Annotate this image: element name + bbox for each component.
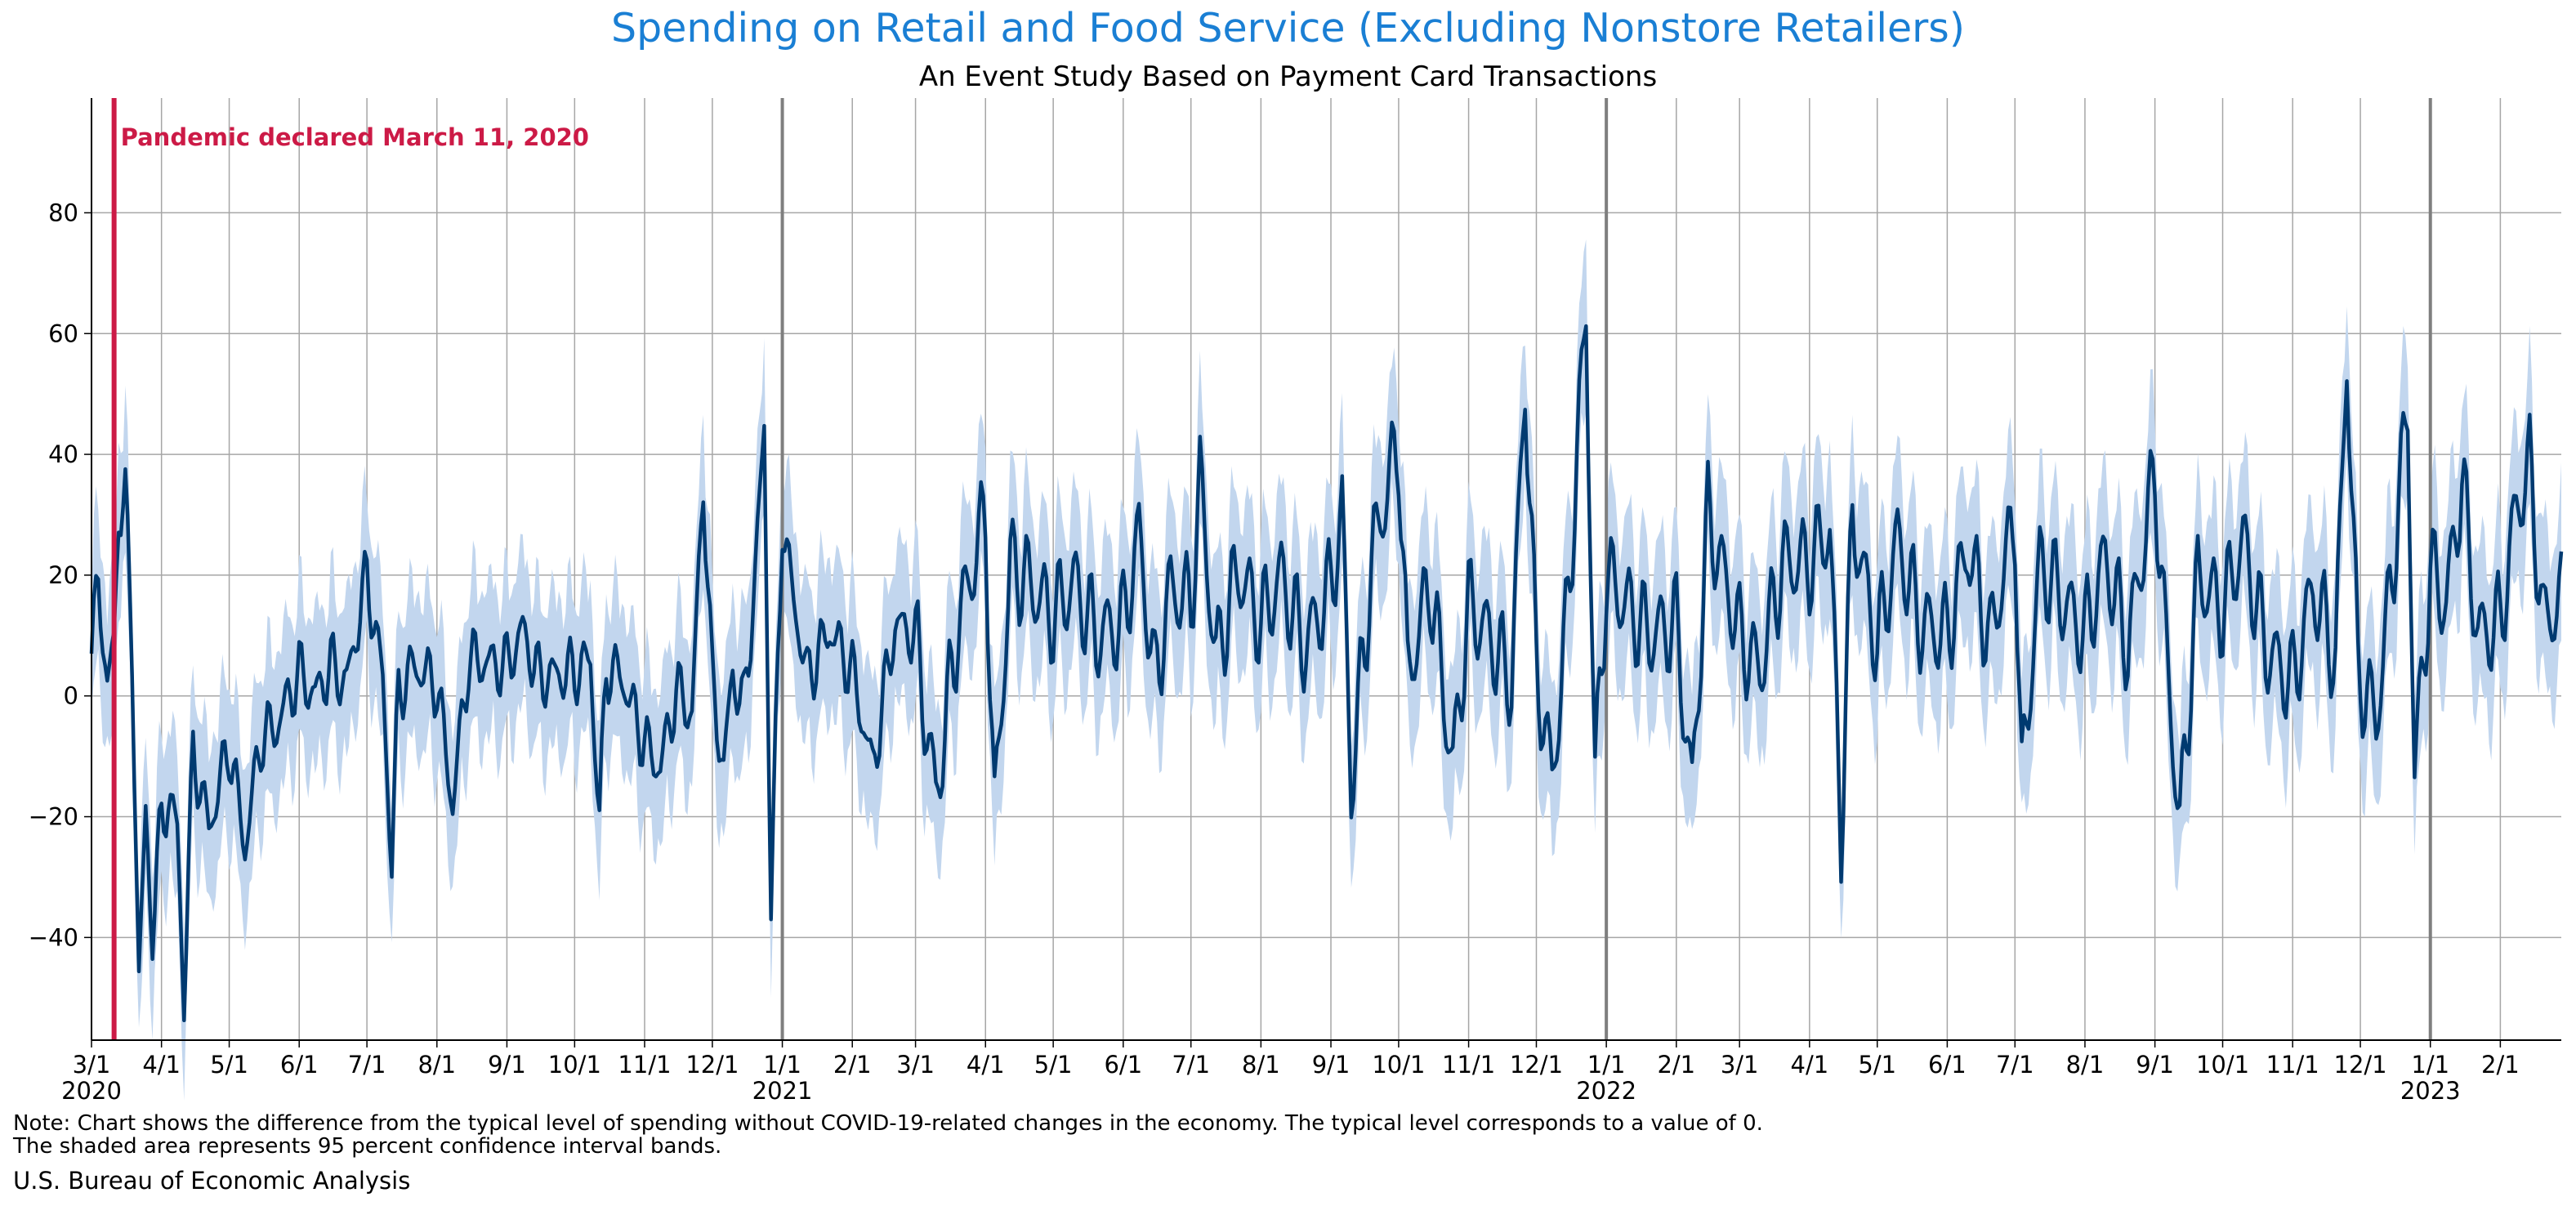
x-tick-label: 2/1 bbox=[1657, 1051, 1695, 1079]
x-tick-label: 10/1 bbox=[548, 1051, 601, 1079]
x-tick-label: 12/1 bbox=[1510, 1051, 1563, 1079]
x-tick-label: 6/1 bbox=[1104, 1051, 1142, 1079]
x-tick-label: 9/1 bbox=[488, 1051, 526, 1079]
chart-title: Spending on Retail and Food Service (Exc… bbox=[611, 5, 1965, 51]
x-tick-label: 11/1 bbox=[2266, 1051, 2319, 1079]
event-annotation-label: Pandemic declared March 11, 2020 bbox=[121, 123, 589, 151]
x-tick-label: 2/1 bbox=[2481, 1051, 2520, 1079]
x-tick-label: 9/1 bbox=[2136, 1051, 2174, 1079]
x-tick-label: 1/1 bbox=[1587, 1051, 1626, 1079]
note-line-2: The shaded area represents 95 percent co… bbox=[13, 1134, 722, 1159]
x-tick-label: 4/1 bbox=[1791, 1051, 1829, 1079]
x-tick-label: 1/1 bbox=[763, 1051, 801, 1079]
x-tick-label: 2/1 bbox=[833, 1051, 872, 1079]
x-tick-label: 11/1 bbox=[618, 1051, 671, 1079]
x-tick-label: 8/1 bbox=[417, 1051, 456, 1079]
chart-plot: Pandemic declared March 11, 2020 −40 −20 0… bbox=[29, 98, 2564, 1105]
x-tick-label: 8/1 bbox=[1242, 1051, 1280, 1079]
x-year-label: 2023 bbox=[2400, 1077, 2461, 1105]
x-tick-label: 7/1 bbox=[1996, 1051, 2034, 1079]
x-tick-label: 11/1 bbox=[1442, 1051, 1495, 1079]
y-tick-label: −20 bbox=[29, 803, 78, 831]
x-tick-label: 10/1 bbox=[1372, 1051, 1425, 1079]
spending-line bbox=[89, 324, 2564, 1023]
x-tick-label: 1/1 bbox=[2411, 1051, 2449, 1079]
x-tick-label: 3/1 bbox=[1721, 1051, 1759, 1079]
x-year-label: 2022 bbox=[1576, 1077, 1636, 1105]
axis-layer: −40 −20 0 20 40 60 80 3/1 4/1 5/1 6/1 7/1 8/1 9/1 10/1… bbox=[29, 98, 2561, 1105]
x-tick-label: 3/1 bbox=[896, 1051, 935, 1079]
y-tick-label: 60 bbox=[48, 319, 78, 347]
x-tick-label: 7/1 bbox=[348, 1051, 386, 1079]
source-credit: U.S. Bureau of Economic Analysis bbox=[13, 1167, 411, 1195]
x-tick-label: 5/1 bbox=[210, 1051, 248, 1079]
chart-subtitle: An Event Study Based on Payment Card Tra… bbox=[918, 60, 1658, 93]
x-tick-label: 3/1 bbox=[73, 1051, 111, 1079]
event-layer: Pandemic declared March 11, 2020 bbox=[111, 98, 589, 1040]
note-line-1: Note: Chart shows the difference from th… bbox=[13, 1111, 1763, 1136]
x-year-label: 2020 bbox=[61, 1077, 122, 1105]
x-tick-label: 4/1 bbox=[142, 1051, 181, 1079]
confidence-band bbox=[92, 239, 2561, 1101]
y-tick-label: −40 bbox=[29, 923, 78, 951]
x-tick-label: 8/1 bbox=[2066, 1051, 2105, 1079]
confidence-band-layer bbox=[92, 239, 2561, 1101]
y-tick-label: 20 bbox=[48, 561, 78, 589]
x-tick-label: 10/1 bbox=[2196, 1051, 2249, 1079]
y-tick-label: 80 bbox=[48, 199, 78, 226]
x-tick-label: 5/1 bbox=[1034, 1051, 1073, 1079]
x-tick-label: 6/1 bbox=[1928, 1051, 1967, 1079]
x-tick-label: 6/1 bbox=[280, 1051, 319, 1079]
y-tick-label: 0 bbox=[64, 682, 78, 710]
x-tick-label: 4/1 bbox=[967, 1051, 1005, 1079]
x-tick-label: 9/1 bbox=[1312, 1051, 1351, 1079]
x-tick-label: 5/1 bbox=[1858, 1051, 1896, 1079]
x-tick-label: 12/1 bbox=[2334, 1051, 2387, 1079]
x-tick-label: 12/1 bbox=[685, 1051, 739, 1079]
x-year-label: 2021 bbox=[752, 1077, 813, 1105]
y-tick-label: 40 bbox=[48, 440, 78, 468]
spending-line-layer bbox=[89, 324, 2564, 1023]
x-tick-label: 7/1 bbox=[1172, 1051, 1210, 1079]
